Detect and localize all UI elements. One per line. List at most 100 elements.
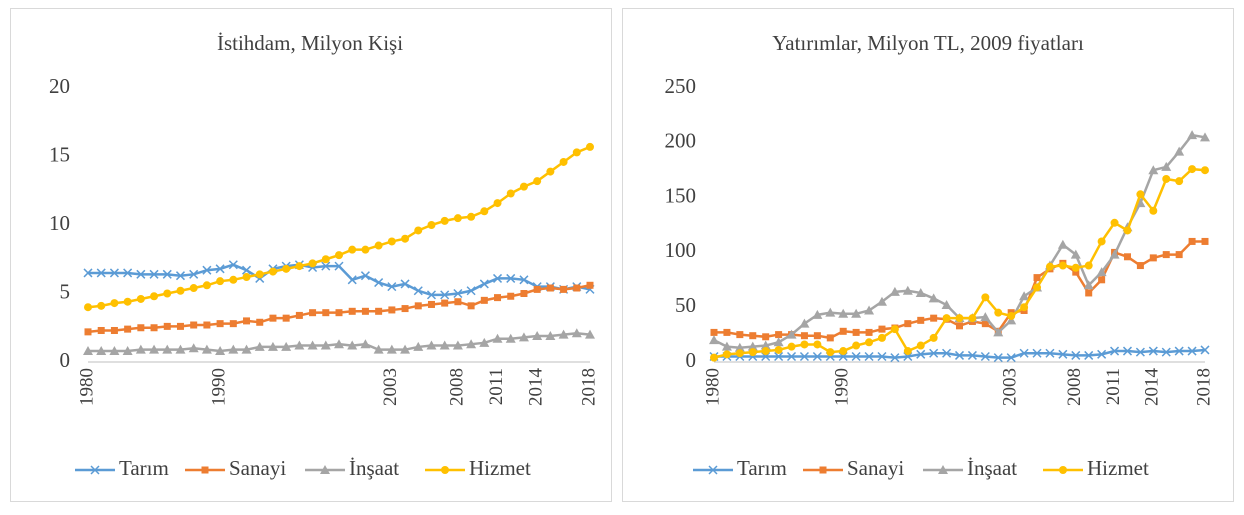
marker xyxy=(334,261,344,271)
marker xyxy=(295,262,304,271)
marker xyxy=(361,245,370,254)
marker xyxy=(774,345,783,354)
marker xyxy=(1136,190,1145,199)
marker xyxy=(586,281,594,289)
marker xyxy=(202,265,212,275)
marker xyxy=(400,344,411,354)
marker xyxy=(110,326,118,334)
marker xyxy=(215,264,225,274)
marker xyxy=(955,314,964,323)
marker xyxy=(453,214,462,223)
marker xyxy=(109,268,119,278)
marker xyxy=(942,348,952,358)
legend-label: Hizmet xyxy=(1087,456,1149,480)
marker xyxy=(453,288,463,299)
marker xyxy=(282,264,291,273)
marker xyxy=(413,286,423,296)
marker xyxy=(774,351,784,362)
marker xyxy=(255,270,264,279)
marker xyxy=(1057,239,1068,249)
marker xyxy=(1200,345,1210,355)
marker xyxy=(467,302,475,310)
marker xyxy=(347,340,358,350)
marker xyxy=(916,349,926,359)
marker xyxy=(1149,206,1158,215)
marker xyxy=(1175,251,1183,259)
marker xyxy=(1045,262,1054,271)
marker xyxy=(122,346,133,356)
marker xyxy=(267,341,278,351)
marker xyxy=(83,346,93,356)
marker xyxy=(851,351,861,362)
marker xyxy=(320,465,330,474)
marker xyxy=(519,275,529,285)
marker xyxy=(427,300,435,308)
marker xyxy=(723,328,731,336)
marker xyxy=(915,287,926,297)
marker xyxy=(1148,346,1158,356)
marker xyxy=(506,189,515,198)
marker xyxy=(890,325,899,334)
marker xyxy=(360,271,370,281)
marker xyxy=(571,328,582,338)
marker xyxy=(228,344,239,354)
marker xyxy=(228,260,238,270)
marker xyxy=(163,289,172,298)
marker xyxy=(736,331,744,339)
marker xyxy=(282,314,290,322)
marker xyxy=(96,346,107,356)
marker xyxy=(1110,346,1120,356)
marker xyxy=(1097,237,1106,246)
marker xyxy=(307,340,318,350)
marker xyxy=(110,299,119,308)
marker xyxy=(241,344,252,354)
marker xyxy=(176,286,185,295)
marker xyxy=(838,308,849,318)
marker xyxy=(813,340,822,349)
marker xyxy=(748,348,757,357)
marker xyxy=(1162,251,1170,259)
marker xyxy=(480,207,489,216)
marker xyxy=(414,302,422,310)
marker xyxy=(532,330,543,340)
marker xyxy=(1058,261,1067,270)
marker xyxy=(1122,346,1133,356)
marker xyxy=(1148,165,1159,175)
marker xyxy=(775,331,783,339)
marker xyxy=(1032,348,1042,358)
marker xyxy=(877,333,886,342)
marker xyxy=(1174,346,1184,356)
marker xyxy=(585,329,595,339)
marker xyxy=(387,237,396,246)
x-tick-label: 2011 xyxy=(1103,368,1124,405)
marker xyxy=(929,333,938,342)
marker xyxy=(163,322,171,330)
marker xyxy=(981,320,989,328)
x-tick-label: 2014 xyxy=(1142,368,1163,407)
marker xyxy=(269,314,277,322)
marker xyxy=(441,466,449,474)
marker xyxy=(1045,348,1055,358)
marker xyxy=(506,273,516,283)
marker xyxy=(268,267,277,276)
marker xyxy=(295,311,303,319)
marker xyxy=(864,305,875,315)
x-tick-label: 2011 xyxy=(486,368,507,405)
x-tick-label: 2018 xyxy=(1193,368,1214,406)
marker xyxy=(812,351,822,362)
marker xyxy=(1136,262,1144,270)
marker xyxy=(83,268,93,278)
x-tick-label: 1990 xyxy=(832,368,853,406)
marker xyxy=(1109,249,1120,259)
marker xyxy=(1200,132,1210,142)
marker xyxy=(135,344,146,354)
y-tick-label: 5 xyxy=(60,279,71,303)
marker xyxy=(507,292,515,300)
legend-label: Tarım xyxy=(119,456,169,480)
legend-label: Sanayi xyxy=(229,456,286,480)
marker xyxy=(189,269,199,279)
marker xyxy=(1084,261,1093,270)
marker xyxy=(773,337,784,347)
marker xyxy=(993,353,1003,363)
marker xyxy=(322,309,330,317)
